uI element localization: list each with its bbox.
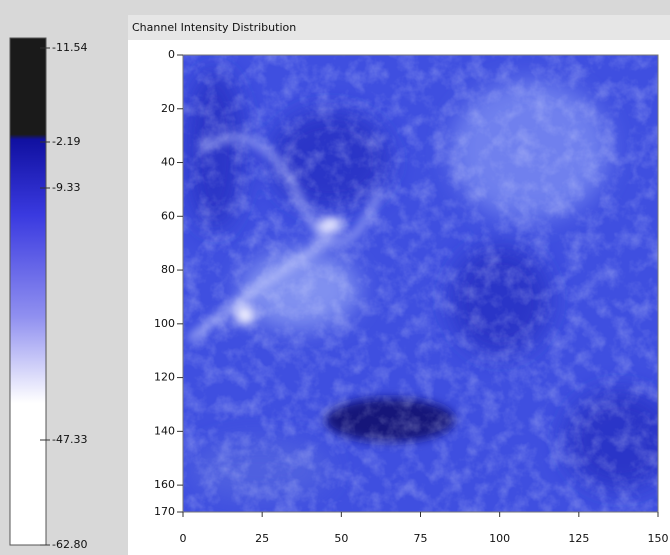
x-tick-label: 25 [255, 532, 269, 545]
y-tick-label: 60 [161, 209, 175, 222]
title-bar [128, 15, 670, 40]
colorbar-tick-label: -62.80 [52, 538, 87, 551]
y-tick-label: 100 [154, 317, 175, 330]
colorbar [9, 37, 47, 546]
y-tick-label: 20 [161, 102, 175, 115]
x-tick-label: 100 [489, 532, 510, 545]
colorbar-tick-label: -9.33 [52, 181, 80, 194]
colorbar-tick-label: -11.54 [52, 41, 87, 54]
x-tick-label: 0 [180, 532, 187, 545]
y-tick-label: 170 [154, 505, 175, 518]
x-tick-label: 150 [648, 532, 669, 545]
x-tick-label: 125 [568, 532, 589, 545]
x-tick-label: 75 [414, 532, 428, 545]
y-tick-label: 80 [161, 263, 175, 276]
colorbar-tick-label: -47.33 [52, 433, 87, 446]
y-tick-label: 140 [154, 424, 175, 437]
x-tick-label: 50 [334, 532, 348, 545]
chart-title: Channel Intensity Distribution [132, 21, 296, 34]
y-tick-label: 160 [154, 478, 175, 491]
y-tick-label: 120 [154, 371, 175, 384]
y-tick-label: 40 [161, 156, 175, 169]
y-tick-label: 0 [168, 48, 175, 61]
colorbar-tick-label: -2.19 [52, 135, 80, 148]
heatmap-image [183, 55, 658, 512]
